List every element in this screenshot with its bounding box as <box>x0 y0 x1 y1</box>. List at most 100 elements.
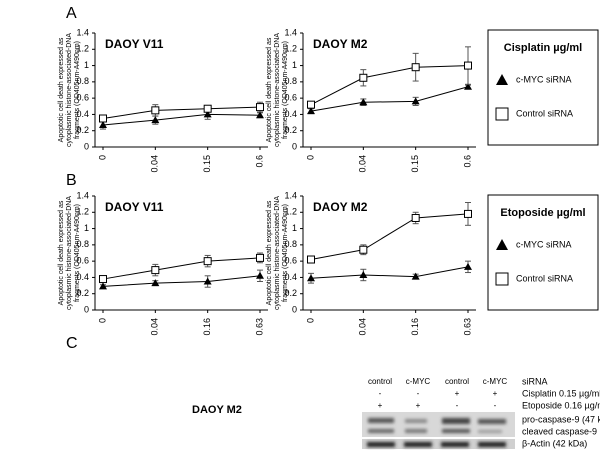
legend-entry: Control siRNA <box>516 108 573 118</box>
panel-letter: A <box>66 5 77 22</box>
marker-square <box>256 253 264 262</box>
panel-letter: C <box>66 335 78 352</box>
x-tick-label: 0.04 <box>150 155 160 173</box>
chart-title: DAOY V11 <box>105 37 164 51</box>
blot-condition: + <box>416 401 421 410</box>
y-tick-label: 0.4 <box>284 109 297 119</box>
marker-square <box>203 104 212 113</box>
marker-square <box>464 209 472 218</box>
y-axis-label: Apoptotic cell death expressed as <box>266 200 273 305</box>
y-tick-label: 0.4 <box>76 272 89 282</box>
y-tick-label: 0.8 <box>76 239 89 249</box>
legend-marker <box>495 107 509 121</box>
y-axis-label: fragments (OD405nm-A490nm) <box>74 41 81 139</box>
blot-membrane <box>362 439 515 449</box>
y-tick-label: 1.2 <box>284 207 297 217</box>
cell-line-label: DAOY M2 <box>192 404 242 416</box>
marker-triangle <box>99 121 107 129</box>
x-tick-label: 0 <box>305 155 315 160</box>
x-tick-label: 0 <box>305 318 315 323</box>
y-tick-label: 1 <box>84 60 89 70</box>
legend-title: Cisplatin µg/ml <box>504 42 582 54</box>
marker-square <box>99 275 107 284</box>
x-tick-label: 0.04 <box>358 155 368 173</box>
x-tick-label: 0.15 <box>410 155 420 173</box>
y-tick-label: 0 <box>292 304 297 314</box>
blot-condition: c-MYC <box>483 377 508 386</box>
y-tick-label: 1.4 <box>76 27 89 37</box>
marker-square <box>359 245 368 254</box>
y-axis-label: cytoplasmic histone-associated-DNA <box>274 33 281 147</box>
legend-title: Etoposide µg/ml <box>500 207 585 219</box>
legend-box <box>487 194 599 311</box>
marker-triangle <box>307 274 315 282</box>
marker-triangle <box>464 262 472 270</box>
y-tick-label: 0.8 <box>284 76 297 86</box>
y-tick-label: 1 <box>292 223 297 233</box>
blot-condition: + <box>493 389 498 398</box>
y-tick-label: 0.8 <box>76 76 89 86</box>
x-tick-label: 0 <box>97 318 107 323</box>
x-tick-label: 0.6 <box>462 155 472 168</box>
y-axis-label: cytoplasmic histone-associated-DNA <box>274 196 281 310</box>
marker-triangle <box>256 111 264 119</box>
marker-triangle <box>307 107 315 115</box>
y-tick-label: 0.8 <box>284 239 297 249</box>
panel-letter: B <box>66 172 77 189</box>
x-tick-label: 0.63 <box>254 318 264 336</box>
y-tick-label: 1.4 <box>76 190 89 200</box>
y-axis-label: Apoptotic cell death expressed as <box>266 37 273 142</box>
legend-entry: c-MYC siRNA <box>516 74 572 84</box>
y-axis-label: Apoptotic cell death expressed as <box>58 200 65 305</box>
band-label: cleaved caspase-9 (37 kDa) <box>522 426 600 436</box>
y-tick-label: 0 <box>84 141 89 151</box>
marker-square <box>307 255 315 264</box>
blot-condition: control <box>445 377 469 386</box>
y-tick-label: 0.2 <box>284 288 297 298</box>
y-tick-label: 0.6 <box>284 256 297 266</box>
chart-title: DAOY M2 <box>313 37 368 51</box>
series-line <box>102 113 261 126</box>
x-tick-label: 0.04 <box>358 318 368 336</box>
blot-row-label: siRNA <box>522 376 548 386</box>
y-axis-label: Apoptotic cell death expressed as <box>58 37 65 142</box>
y-tick-label: 0 <box>292 141 297 151</box>
marker-square <box>411 213 420 222</box>
y-axis-label: cytoplasmic histone-associated-DNA <box>66 196 73 310</box>
y-axis-label: fragments (OD405nm-A490nm) <box>282 41 289 139</box>
chart-title: DAOY V11 <box>105 200 164 214</box>
marker-square <box>411 63 420 72</box>
chart-title: DAOY M2 <box>313 200 368 214</box>
series-line <box>310 65 469 106</box>
x-tick-label: 0 <box>97 155 107 160</box>
marker-square <box>359 73 368 82</box>
band-label: pro-caspase-9 (47 kDa) <box>522 414 600 424</box>
legend-marker <box>495 272 509 286</box>
marker-triangle <box>203 110 212 118</box>
y-tick-label: 1.4 <box>284 27 297 37</box>
y-tick-label: 1.4 <box>284 190 297 200</box>
y-tick-label: 0.4 <box>284 272 297 282</box>
x-tick-label: 0.15 <box>202 155 212 173</box>
blot-row-label: Cisplatin 0.15 µg/ml <box>522 388 600 398</box>
marker-triangle <box>203 277 212 285</box>
marker-triangle <box>411 97 420 105</box>
series-line <box>102 275 261 287</box>
y-tick-label: 1.2 <box>76 207 89 217</box>
legend-marker <box>496 239 508 250</box>
marker-square <box>151 106 160 115</box>
blot-condition: - <box>379 389 382 398</box>
marker-triangle <box>151 116 160 124</box>
blot-condition: control <box>368 377 392 386</box>
blot-condition: + <box>455 389 460 398</box>
series-line <box>310 266 469 279</box>
x-tick-label: 0.04 <box>150 318 160 336</box>
y-axis-label: cytoplasmic histone-associated-DNA <box>66 33 73 147</box>
legend-marker <box>496 74 508 85</box>
legend-entry: Control siRNA <box>516 273 573 283</box>
marker-triangle <box>411 272 420 280</box>
y-tick-label: 1 <box>84 223 89 233</box>
marker-triangle <box>256 271 264 279</box>
series-line <box>102 106 261 119</box>
